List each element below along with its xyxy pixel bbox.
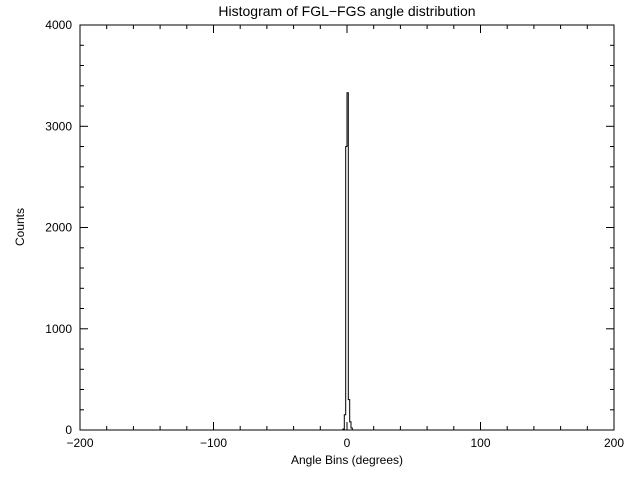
x-tick-label: −100 <box>200 436 227 450</box>
y-axis-label: Counts <box>13 207 27 247</box>
y-tick-label: 1000 <box>45 322 72 336</box>
x-tick-label: 200 <box>604 436 624 450</box>
x-tick-label: 100 <box>470 436 490 450</box>
histogram-outline <box>342 92 353 430</box>
x-tick-label: −200 <box>66 436 93 450</box>
axis-frame <box>79 24 615 431</box>
y-tick-label: 3000 <box>45 119 72 133</box>
x-tick-label: 0 <box>344 436 351 450</box>
y-tick-label: 2000 <box>45 221 72 235</box>
y-tick-label: 4000 <box>45 18 72 32</box>
y-tick-label: 0 <box>65 423 72 437</box>
x-axis-label: Angle Bins (degrees) <box>290 453 404 467</box>
chart-title: Histogram of FGL−FGS angle distribution <box>218 3 476 19</box>
